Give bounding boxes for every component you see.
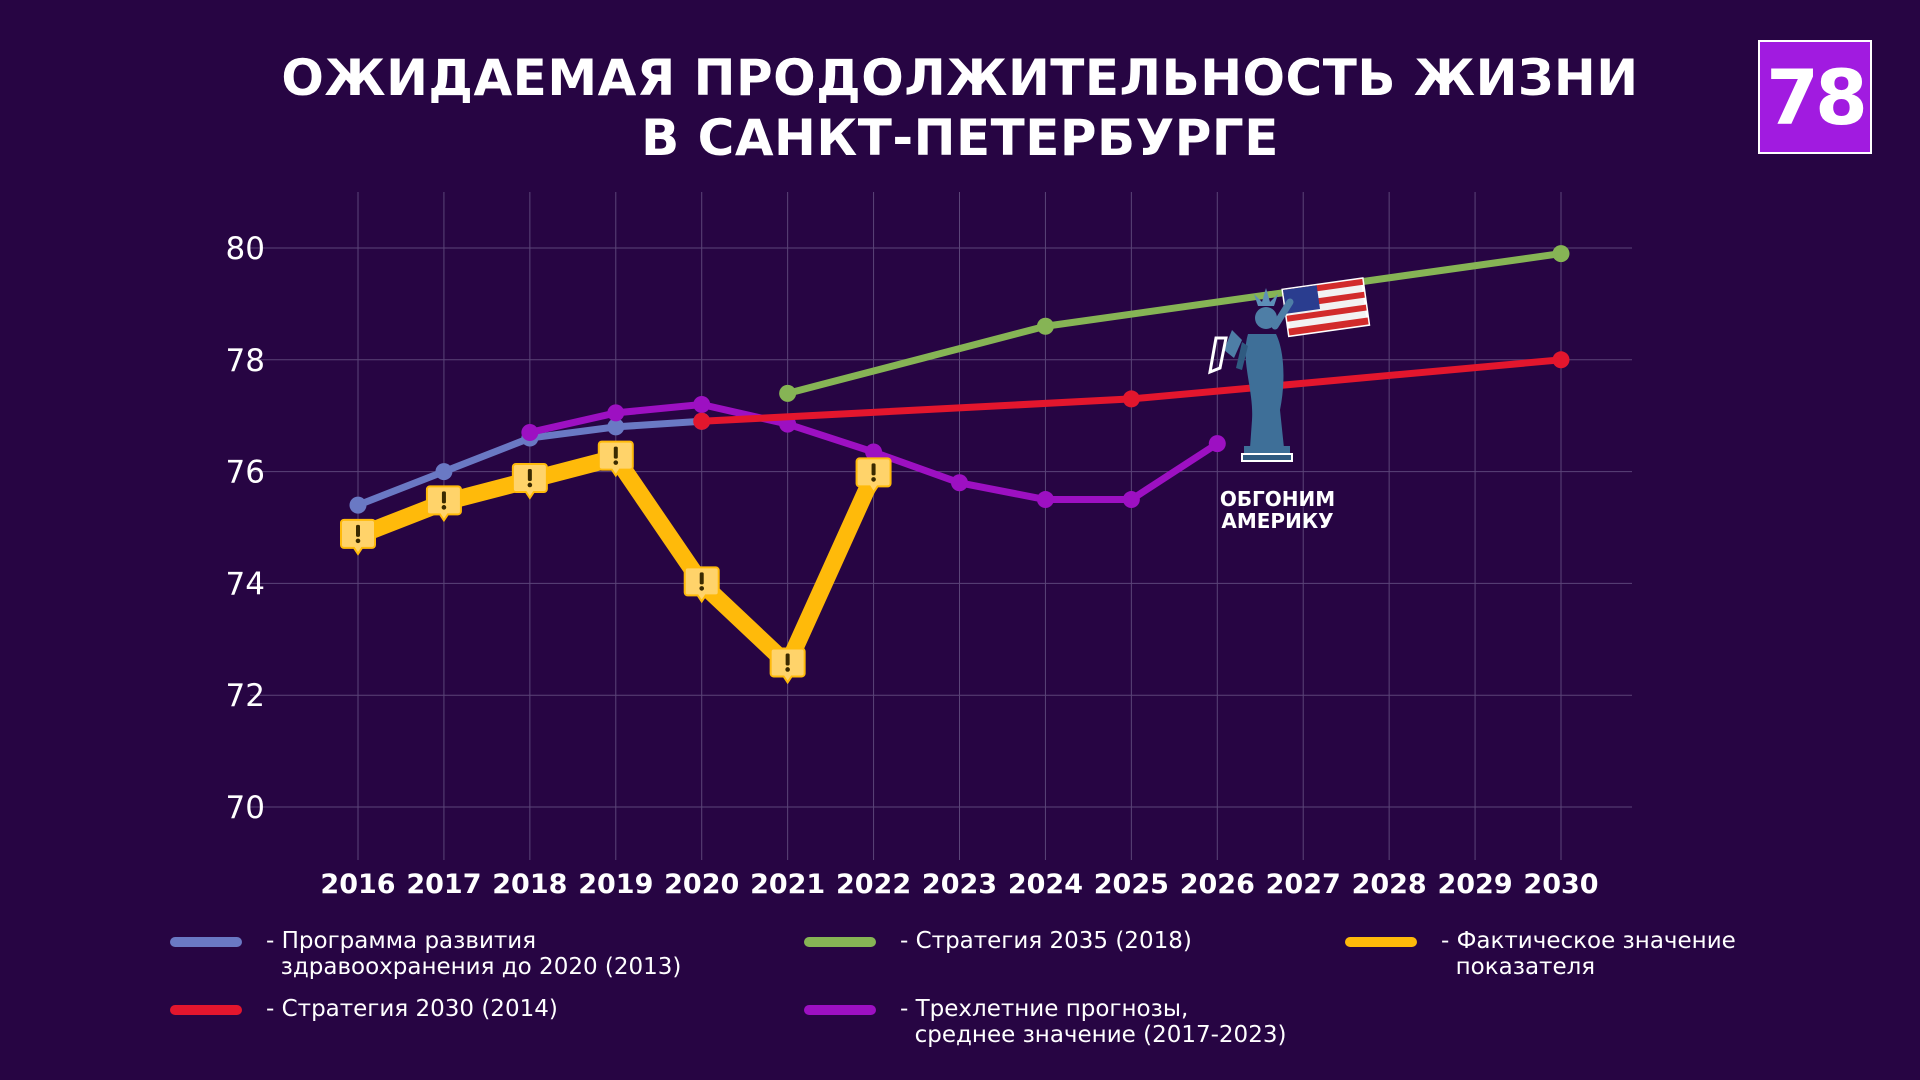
data-point-green-2030 [1552,245,1570,263]
legend-label-yellow: - Фактическое значение показателя [1441,928,1736,980]
x-tick-label-2018: 2018 [492,869,567,900]
chart-title: ОЖИДАЕМАЯ ПРОДОЛЖИТЕЛЬНОСТЬ ЖИЗНИ В САНК… [0,48,1920,168]
data-point-yellow-2016 [340,518,376,556]
channel-logo: 78 [1758,40,1872,154]
x-tick-label-2025: 2025 [1094,869,1169,900]
legend-swatch-yellow [1345,937,1417,947]
exclamation-dot [871,477,876,482]
series-yellow [340,440,892,685]
data-point-yellow-2019 [597,440,634,478]
data-point-yellow-2022 [855,457,892,495]
data-point-purple-2022 [865,443,883,461]
title-line-2: В САНКТ-ПЕТЕРБУРГЕ [641,109,1279,167]
legend-swatch-green [804,937,876,947]
exclamation-dot [527,482,533,488]
x-tick-label-2020: 2020 [664,869,739,900]
data-point-purple-2024 [1036,491,1054,509]
legend-swatch-purple [804,1005,876,1015]
exclamation-icon [785,653,790,666]
data-point-red-2025 [1122,390,1140,408]
legend-label-red: - Стратегия 2030 (2014) [266,996,558,1022]
data-point-purple-2019 [607,404,625,422]
exclamation-icon [699,572,704,585]
x-tick-label-2023: 2023 [922,869,997,900]
data-point-blue-2019 [607,418,625,436]
x-tick-label-2016: 2016 [320,869,395,900]
legend-item-purple: - Трехлетние прогнозы, среднее значение … [804,996,1286,1048]
x-tick-label-2021: 2021 [750,869,825,900]
series-green [779,245,1570,402]
annotation-overtake-america: ОБГОНИМ АМЕРИКУ [1219,487,1336,533]
y-tick-label-74: 74 [226,566,265,602]
exclamation-dot [355,538,361,544]
legend-label-green: - Стратегия 2035 (2018) [900,928,1192,954]
exclamation-dot [441,505,447,510]
data-point-yellow-2018 [511,462,548,500]
exclamation-icon [441,491,446,504]
x-tick-label-2017: 2017 [406,869,481,900]
exclamation-icon [527,468,532,481]
data-point-purple-2018 [521,423,539,441]
data-point-yellow-2020 [683,566,720,604]
data-point-purple-2023 [951,474,968,492]
data-point-yellow-2021 [769,647,806,685]
exclamation-icon [871,463,876,476]
x-tick-label-2028: 2028 [1352,869,1427,900]
data-point-green-2021 [779,384,797,402]
y-tick-label-78: 78 [226,343,265,379]
x-tick-label-2019: 2019 [578,869,653,900]
data-point-green-2024 [1036,317,1054,335]
x-tick-label-2027: 2027 [1266,869,1341,900]
x-tick-label-2022: 2022 [836,869,911,900]
data-point-purple-2025 [1122,491,1140,509]
y-tick-label-72: 72 [226,678,265,714]
logo-text: 78 [1766,52,1868,142]
legend-item-blue: - Программа развития здравоохранения до … [170,928,681,980]
data-point-red-2030 [1552,351,1570,369]
legend-label-purple: - Трехлетние прогнозы, среднее значение … [900,996,1287,1048]
x-tick-label-2024: 2024 [1008,869,1083,900]
statue-of-liberty-icon [1208,277,1371,462]
grid: 2016 2017 2018 2019 2020 2021 2022 2023 2024 2025… [226,192,1632,900]
series-red [693,351,1570,430]
title-line-1: ОЖИДАЕМАЯ ПРОДОЛЖИТЕЛЬНОСТЬ ЖИЗНИ [281,49,1639,107]
legend-swatch-red [170,1005,242,1015]
exclamation-dot [785,667,790,672]
x-tick-label-2026: 2026 [1180,869,1255,900]
x-tick-label-2030: 2030 [1523,869,1598,900]
exclamation-icon [613,446,618,459]
series-layer [340,245,1570,685]
exclamation-icon [356,524,360,537]
data-point-purple-2020 [693,396,711,414]
y-tick-label-80: 80 [226,231,265,267]
y-tick-label-76: 76 [226,455,265,491]
y-tick-label-70: 70 [226,790,265,826]
x-tick-label-2029: 2029 [1437,869,1512,900]
legend-swatch-blue [170,937,242,947]
data-point-yellow-2017 [425,485,462,523]
legend-item-red: - Стратегия 2030 (2014) [170,996,558,1022]
legend-item-green: - Стратегия 2035 (2018) [804,928,1192,954]
data-point-blue-2017 [435,463,453,481]
exclamation-dot [613,460,619,465]
legend-item-yellow: - Фактическое значение показателя [1345,928,1736,980]
data-point-purple-2026 [1208,435,1226,453]
data-point-blue-2016 [349,496,367,514]
exclamation-dot [699,586,705,591]
data-point-red-2020 [693,412,711,430]
legend-label-blue: - Программа развития здравоохранения до … [266,928,682,980]
